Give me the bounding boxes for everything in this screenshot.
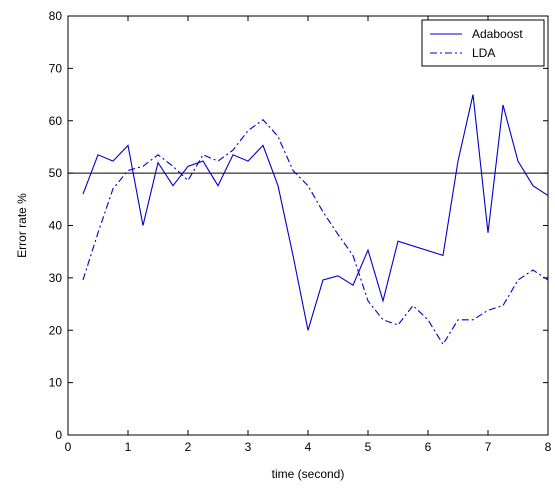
x-tick-label: 4	[305, 440, 312, 454]
legend: Adaboost LDA	[421, 19, 545, 67]
legend-label-adaboost: Adaboost	[472, 27, 523, 41]
y-tick-label: 40	[49, 219, 63, 233]
y-tick-label: 0	[55, 428, 62, 442]
y-tick-label: 60	[49, 114, 63, 128]
y-tick-label: 30	[49, 271, 63, 285]
y-tick-label: 70	[49, 61, 63, 75]
y-axis-label: Error rate %	[15, 193, 29, 258]
x-tick-label: 3	[245, 440, 252, 454]
series-line-adaboost	[82, 94, 549, 331]
x-tick-label: 6	[425, 440, 432, 454]
y-tick-label: 50	[49, 166, 63, 180]
y-tick-label: 80	[49, 9, 63, 23]
x-tick-label: 2	[185, 440, 192, 454]
legend-label-lda: LDA	[472, 46, 495, 60]
series-layer	[82, 94, 549, 346]
x-tick-label: 0	[65, 440, 72, 454]
y-tick-label: 10	[49, 376, 63, 390]
y-tick-label: 20	[49, 323, 63, 337]
x-tick-label: 8	[545, 440, 552, 454]
x-tick-label: 5	[365, 440, 372, 454]
x-axis-label: time (second)	[272, 467, 345, 481]
x-tick-label: 1	[125, 440, 132, 454]
legend-box	[421, 19, 545, 67]
x-tick-label: 7	[485, 440, 492, 454]
